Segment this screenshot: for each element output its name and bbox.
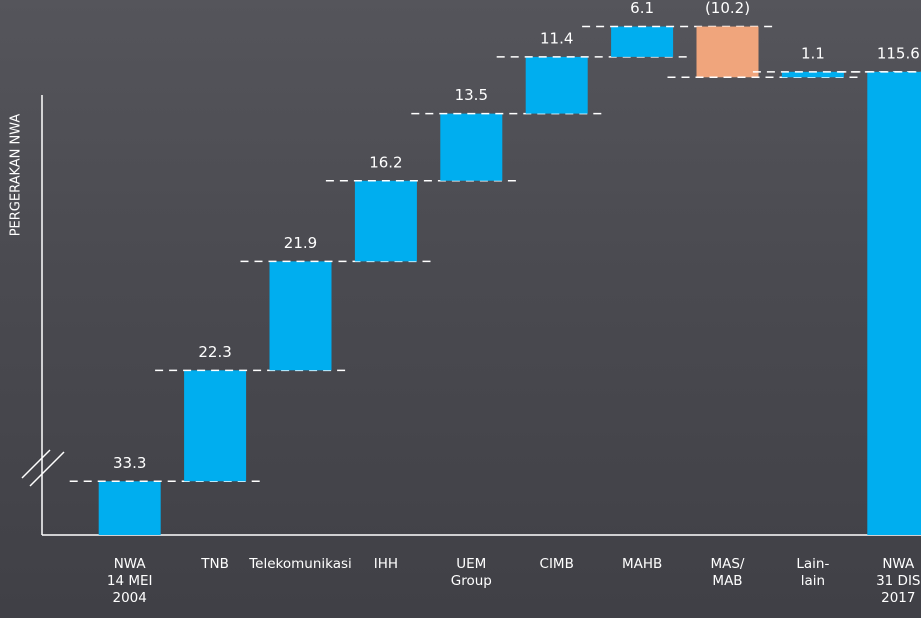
value-label: 33.3 [113, 454, 146, 472]
bar [526, 57, 588, 114]
bar [697, 27, 759, 78]
value-label: 1.1 [801, 44, 825, 62]
value-label: 22.3 [198, 343, 231, 361]
chart-svg: PERGERAKAN NWA 33.3 22.3 21.9 16.2 13.5 11.4 6… [0, 0, 921, 618]
bar [782, 72, 844, 77]
axis-break [22, 450, 50, 478]
value-label: 21.9 [284, 234, 317, 252]
bar [440, 114, 502, 181]
x-tick-label: NWA 31 DIS 2017 [843, 556, 921, 607]
bar [184, 370, 246, 481]
value-label: (10.2) [705, 0, 750, 17]
y-axis-label: PERGERAKAN NWA [9, 114, 24, 237]
value-label: 11.4 [540, 29, 573, 47]
bar [99, 481, 161, 535]
chart: PERGERAKAN NWA 33.3 22.3 21.9 16.2 13.5 11.4 6… [0, 0, 921, 618]
value-label: 16.2 [369, 153, 402, 171]
bar [355, 181, 417, 262]
value-label: 115.6 [877, 44, 920, 62]
bar [867, 72, 921, 535]
bar [611, 27, 673, 57]
value-label: 13.5 [455, 86, 488, 104]
value-label: 6.1 [630, 0, 654, 17]
bar [270, 261, 332, 370]
axis-break [30, 452, 64, 486]
